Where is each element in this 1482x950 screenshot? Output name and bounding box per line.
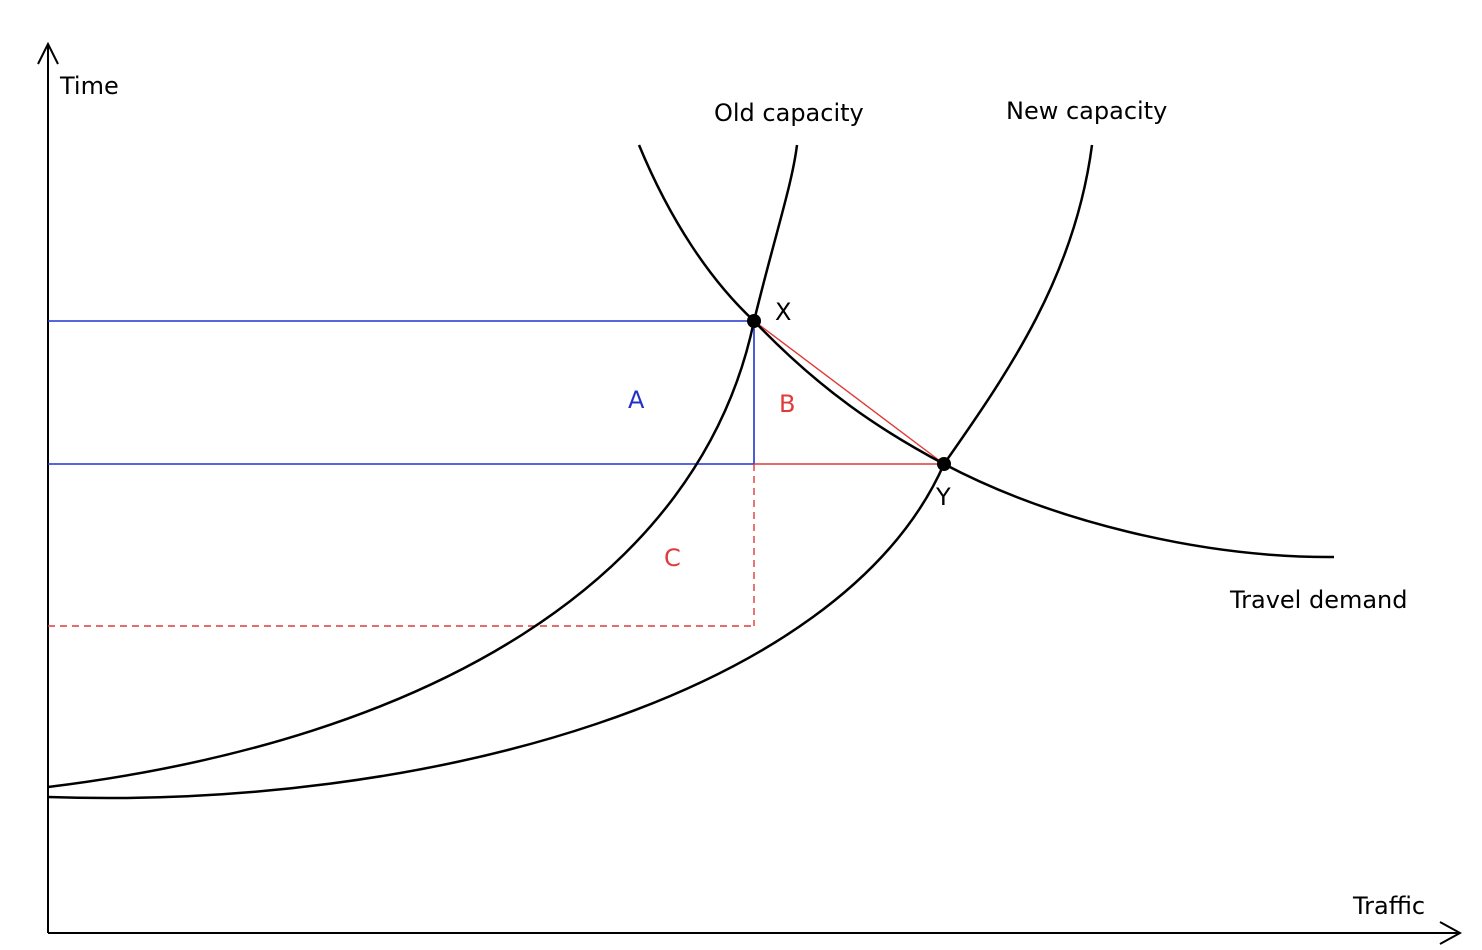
region-labels: A B C [628,386,795,572]
axes: Time Traffic [37,41,1463,945]
curve-labels: Old capacity New capacity Travel demand [714,97,1408,614]
region-a-label: A [628,386,645,414]
travel-demand-label: Travel demand [1229,586,1408,614]
x-axis-arrowhead [1439,921,1463,945]
travel-demand-curve [637,144,1335,559]
point-y-label: Y [935,483,951,511]
region-b-label: B [779,390,795,418]
x-axis-label: Traffic [1352,892,1425,920]
old-capacity-curve [47,144,799,789]
y-axis-label: Time [59,72,119,100]
points: X Y [747,298,951,511]
new-capacity-label: New capacity [1006,97,1167,125]
point-x-label: X [775,298,791,326]
old-capacity-label: Old capacity [714,99,864,127]
point-x [747,314,761,328]
blue-guides [48,320,755,465]
point-y [937,457,951,471]
curves [47,144,1335,800]
new-capacity-curve [47,144,1094,800]
chord-x-to-y [753,320,945,465]
region-c-label: C [664,544,681,572]
y-axis-arrowhead [37,41,59,65]
red-guides [48,320,945,627]
